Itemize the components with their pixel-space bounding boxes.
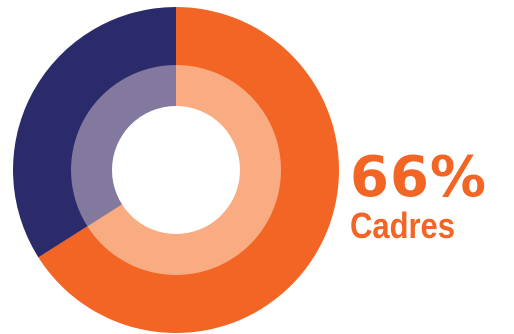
category-label: Cadres [350, 205, 455, 246]
donut-hole [112, 106, 240, 234]
highlight-label: 66% Cadres [350, 148, 510, 246]
percentage-label: 66% [350, 145, 488, 210]
